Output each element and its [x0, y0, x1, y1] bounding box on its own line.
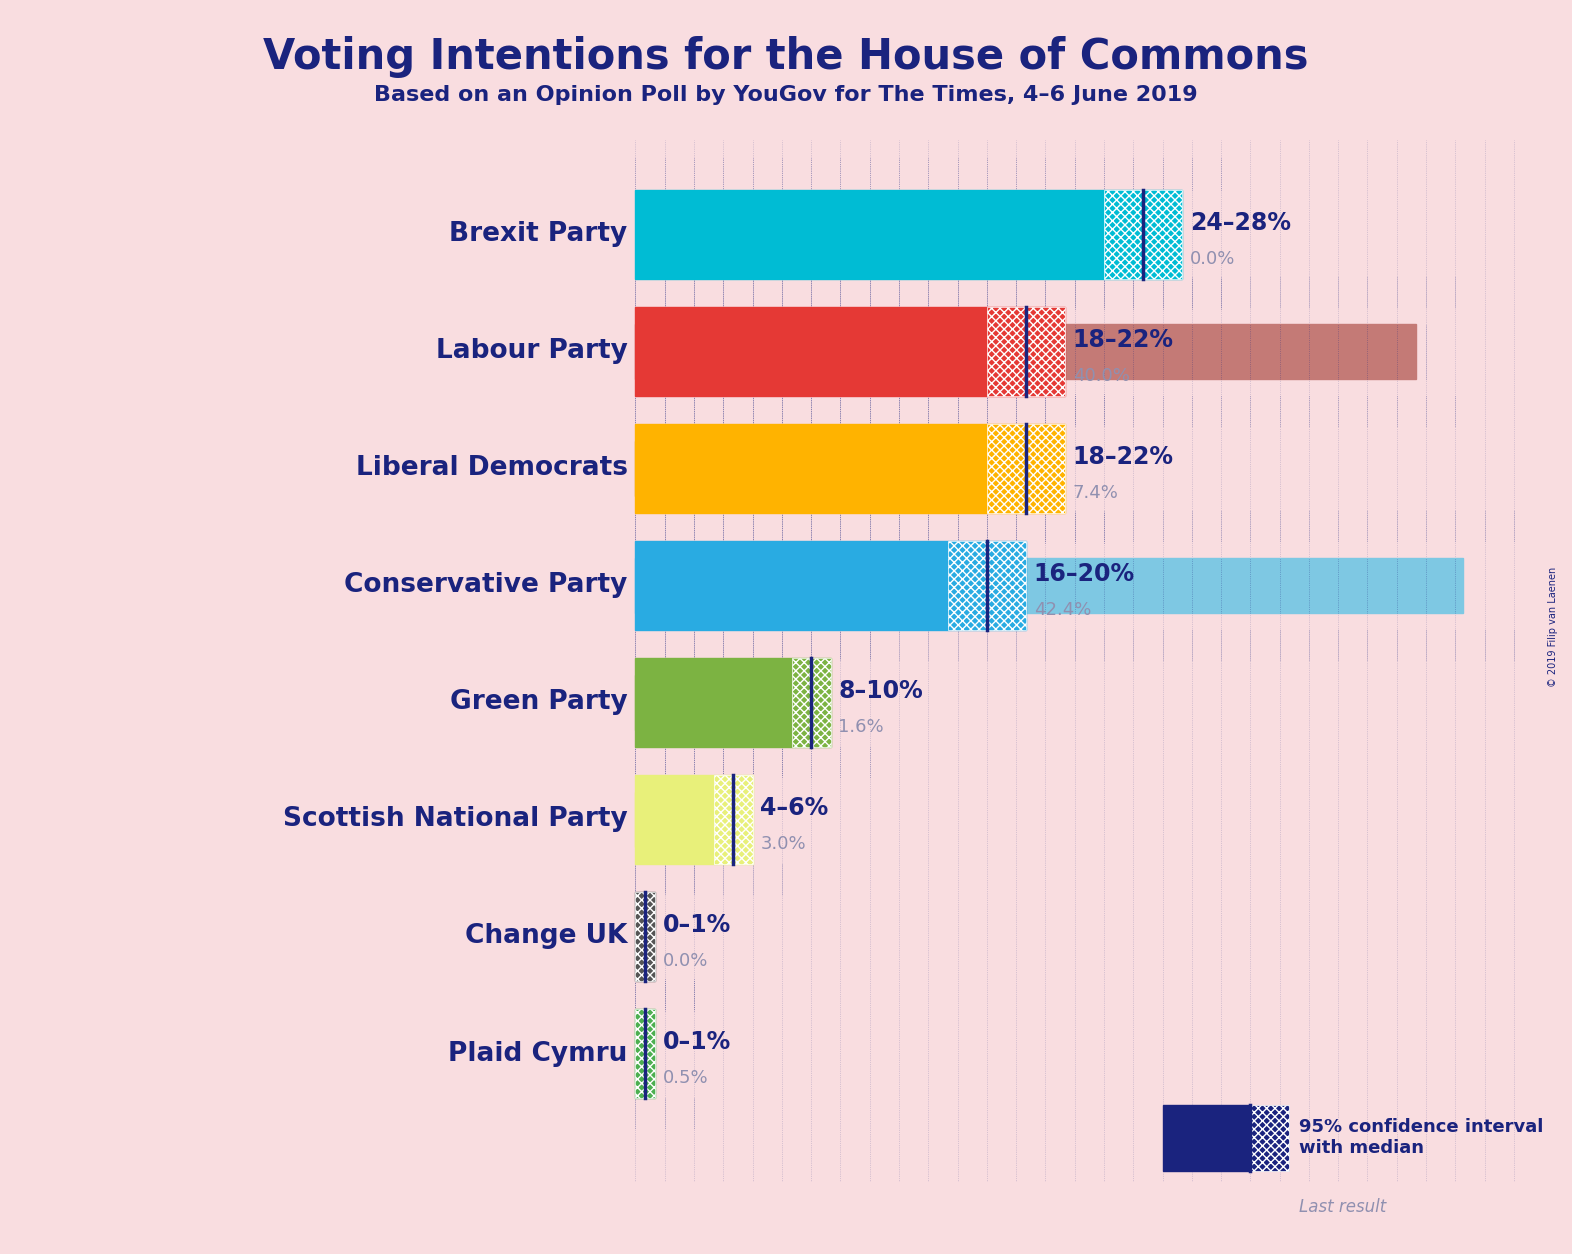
Text: 42.4%: 42.4%	[1034, 601, 1091, 618]
Bar	[792, 658, 830, 747]
Text: 3.0%: 3.0%	[761, 835, 806, 853]
Bar	[1250, 1105, 1289, 1171]
Text: 0–1%: 0–1%	[663, 1031, 731, 1055]
Text: Last result: Last result	[1298, 1198, 1387, 1215]
Bar	[635, 1009, 656, 1099]
Bar	[948, 540, 1027, 630]
Text: © 2019 Filip van Laenen: © 2019 Filip van Laenen	[1548, 567, 1558, 687]
Text: 40.0%: 40.0%	[1072, 366, 1130, 385]
Bar	[987, 307, 1064, 395]
Bar	[635, 1026, 645, 1081]
Text: Plaid Cymru: Plaid Cymru	[448, 1041, 627, 1067]
Text: 18–22%: 18–22%	[1072, 329, 1174, 352]
Text: 1.6%: 1.6%	[838, 717, 883, 736]
Bar	[635, 440, 780, 495]
Bar	[635, 791, 695, 846]
Bar	[714, 775, 753, 864]
Bar	[987, 424, 1064, 513]
Bar	[635, 307, 987, 395]
Text: 18–22%: 18–22%	[1072, 445, 1174, 469]
Text: 0–1%: 0–1%	[663, 913, 731, 938]
Bar	[635, 892, 656, 981]
Bar	[987, 307, 1064, 395]
Bar	[635, 775, 714, 864]
Bar	[1163, 1105, 1250, 1171]
Bar	[635, 658, 792, 747]
Bar	[1104, 189, 1182, 278]
Text: Based on an Opinion Poll by YouGov for The Times, 4–6 June 2019: Based on an Opinion Poll by YouGov for T…	[374, 85, 1198, 105]
Bar	[1104, 189, 1182, 278]
Text: 0.5%: 0.5%	[663, 1070, 709, 1087]
Bar	[987, 424, 1064, 513]
Bar	[635, 558, 1464, 613]
Text: 16–20%: 16–20%	[1034, 562, 1135, 586]
Text: Labour Party: Labour Party	[435, 339, 627, 364]
Text: Liberal Democrats: Liberal Democrats	[355, 455, 627, 482]
Bar	[792, 658, 830, 747]
Text: 0.0%: 0.0%	[1190, 250, 1236, 267]
Text: Brexit Party: Brexit Party	[450, 221, 627, 247]
Text: 4–6%: 4–6%	[761, 796, 828, 820]
Text: Scottish National Party: Scottish National Party	[283, 806, 627, 833]
Bar	[635, 424, 987, 513]
Text: Voting Intentions for the House of Commons: Voting Intentions for the House of Commo…	[263, 36, 1309, 78]
Bar	[635, 1009, 656, 1099]
Text: 95% confidence interval
with median: 95% confidence interval with median	[1298, 1119, 1544, 1157]
Text: 8–10%: 8–10%	[838, 680, 923, 703]
Text: Change UK: Change UK	[465, 923, 627, 949]
Bar	[635, 675, 667, 730]
Text: Green Party: Green Party	[450, 690, 627, 715]
Text: 7.4%: 7.4%	[1072, 484, 1119, 502]
Bar	[635, 892, 656, 981]
Text: Conservative Party: Conservative Party	[344, 572, 627, 598]
Bar	[635, 189, 1104, 278]
Text: 24–28%: 24–28%	[1190, 211, 1291, 234]
Bar	[1163, 1194, 1289, 1220]
Bar	[714, 775, 753, 864]
Text: 0.0%: 0.0%	[663, 952, 707, 969]
Bar	[948, 540, 1027, 630]
Bar	[635, 540, 948, 630]
Bar	[635, 324, 1416, 379]
